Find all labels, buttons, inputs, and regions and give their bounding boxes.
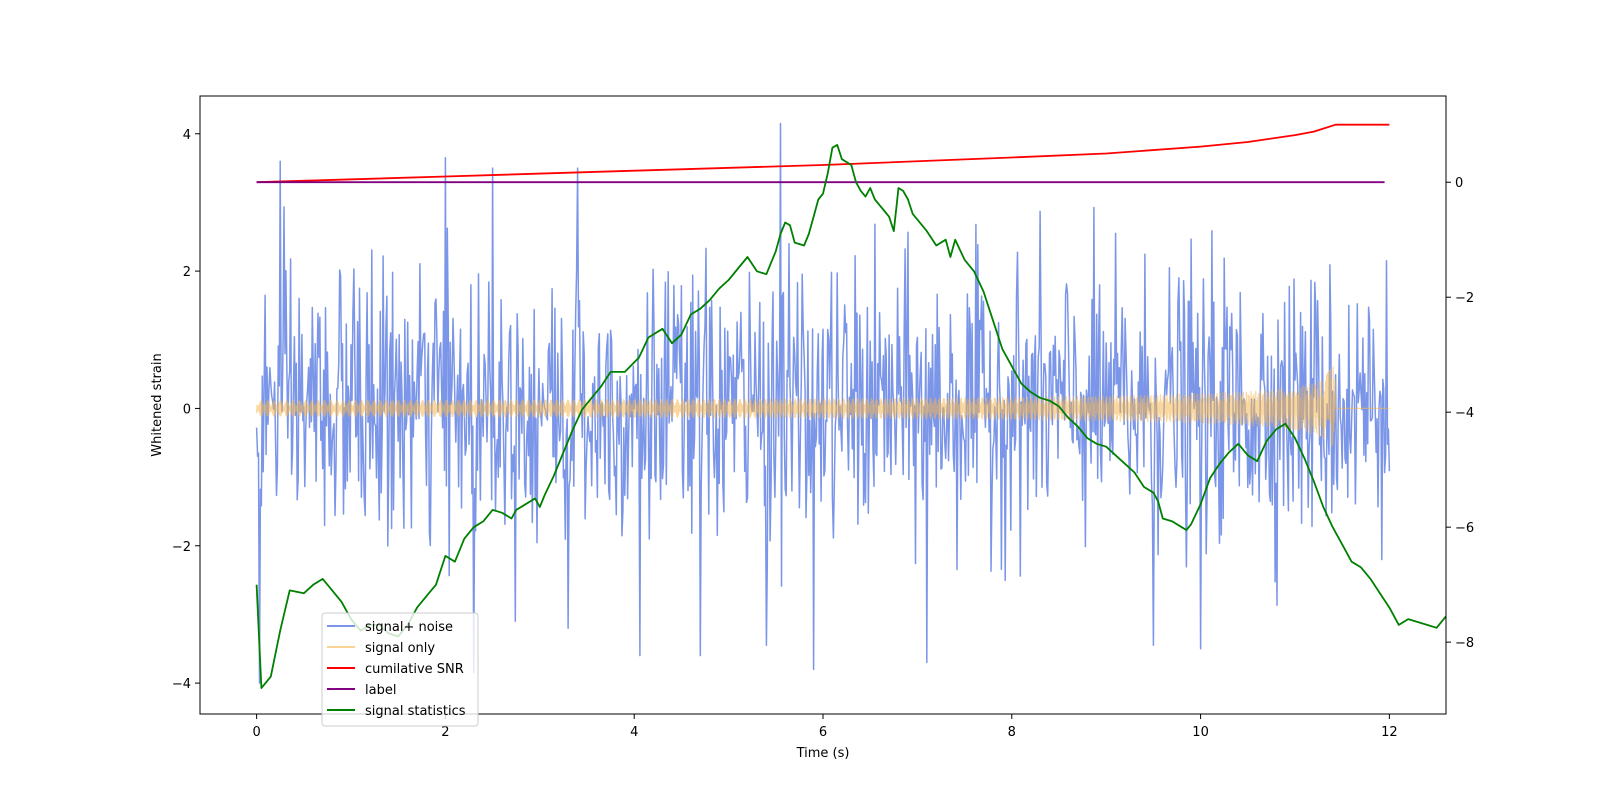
legend-label: cumilative SNR bbox=[365, 662, 464, 677]
series-cumilative-snr bbox=[256, 123, 1390, 184]
legend-label: signal only bbox=[365, 641, 435, 656]
legend-box bbox=[321, 612, 479, 727]
x-tick-label: 10 bbox=[1192, 725, 1209, 740]
x-tick-label: 2 bbox=[441, 725, 449, 740]
legend-label: signal+ noise bbox=[365, 620, 453, 635]
x-tick-label: 6 bbox=[819, 725, 827, 740]
y-tick-label: 0 bbox=[183, 402, 191, 417]
axes: 0 2 4 6 8 10 12 −4 −2 0 2 4 −8 −6 −4 −2 0 bbox=[172, 128, 1474, 740]
y2-tick-label: −4 bbox=[1455, 406, 1474, 421]
x-tick-label: 8 bbox=[1008, 725, 1016, 740]
legend-label: label bbox=[365, 683, 396, 698]
series-signal-noise bbox=[255, 122, 1391, 684]
y-axis-label: Whitened strain bbox=[150, 353, 165, 456]
plot-area bbox=[255, 122, 1446, 689]
series-signal-statistics bbox=[255, 144, 1446, 689]
series-signal-only bbox=[256, 366, 1390, 447]
y-tick-label: −4 bbox=[172, 677, 191, 692]
x-tick-label: 4 bbox=[630, 725, 638, 740]
y-tick-label: 2 bbox=[183, 265, 191, 280]
y-tick-label: −2 bbox=[172, 540, 191, 555]
y2-tick-label: −6 bbox=[1455, 521, 1474, 536]
x-axis-label: Time (s) bbox=[796, 746, 850, 761]
y2-tick-label: 0 bbox=[1455, 176, 1463, 191]
legend-label: signal statistics bbox=[365, 704, 466, 719]
y2-tick-label: −8 bbox=[1455, 636, 1474, 651]
y-tick-label: 4 bbox=[183, 128, 191, 143]
legend: signal+ noise signal only cumilative SNR la… bbox=[321, 612, 479, 727]
x-tick-label: 0 bbox=[252, 725, 260, 740]
y2-tick-label: −2 bbox=[1455, 291, 1474, 306]
x-tick-label: 12 bbox=[1381, 725, 1398, 740]
